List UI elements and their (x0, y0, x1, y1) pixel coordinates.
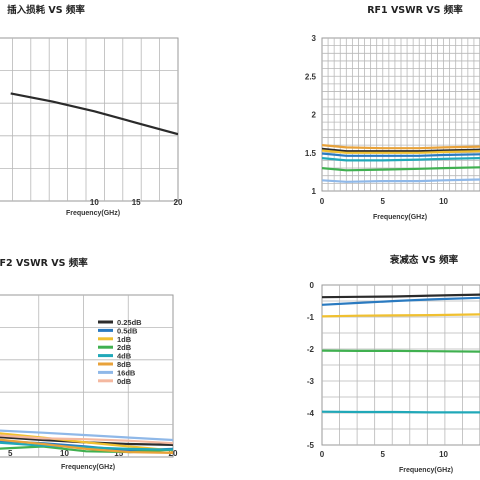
x-axis-label: Frequency(GHz) (399, 467, 453, 474)
x-axis-label: Frequency(GHz) (61, 464, 115, 471)
chart-title: RF2 VSWR VS 频率 (0, 257, 88, 269)
y-tick-label: 3 (312, 34, 317, 43)
chart-title: RF1 VSWR VS 频率 (367, 4, 463, 16)
legend-label: 2dB (117, 343, 132, 352)
y-tick-label: 0 (310, 281, 315, 290)
legend-label: 0.25dB (117, 318, 142, 327)
y-tick-label: 2.5 (305, 72, 317, 81)
chart-title: 衰减态 VS 频率 (389, 254, 459, 266)
y-tick-label: -5 (307, 441, 315, 450)
chart-title: 插入损耗 VS 频率 (7, 4, 85, 16)
series-line-7 (322, 178, 480, 183)
y-tick-label: 1.5 (305, 149, 317, 158)
x-tick-label: 10 (60, 449, 69, 458)
y-tick-label: -2 (307, 345, 315, 354)
y-tick-label: -1 (307, 313, 315, 322)
series-line-5 (322, 157, 480, 162)
x-tick-label: 5 (8, 449, 13, 458)
series-line-6 (322, 166, 480, 172)
x-tick-label: 0 (320, 197, 325, 206)
series-line-3 (322, 313, 480, 318)
series-line-4 (322, 349, 480, 353)
x-tick-label: 5 (381, 450, 386, 459)
legend-label: 0.5dB (117, 326, 138, 335)
y-tick-label: -4 (307, 409, 315, 418)
legend-label: 4dB (117, 352, 132, 361)
legend-label: 16dB (117, 368, 136, 377)
series-line-3 (0, 432, 173, 452)
x-tick-label: 10 (439, 450, 448, 459)
x-tick-label: 20 (174, 198, 183, 207)
series-line-5 (322, 410, 480, 414)
chart-panel-2: RF1 VSWR VS 频率 0 5 10 1 1.5 2 2.5 3 Frequency(GHz… (305, 4, 480, 221)
series-line-1 (322, 293, 480, 299)
x-tick-label: 15 (114, 449, 123, 458)
x-tick-label: 15 (132, 198, 141, 207)
series-line-8 (0, 434, 173, 445)
series-line-1 (10, 92, 178, 136)
series-line-5 (0, 441, 173, 451)
x-axis-label: Frequency(GHz) (66, 210, 120, 217)
y-tick-label: -3 (307, 377, 315, 386)
series-line-2 (322, 147, 480, 153)
legend-label: 1dB (117, 335, 132, 344)
series-line-3 (322, 149, 480, 154)
series-line-2 (322, 296, 480, 306)
x-tick-label: 0 (320, 450, 325, 459)
chart-panel-1: 插入损耗 VS 频率 10 15 20 Frequency(GHz) (0, 4, 183, 217)
series-line-1 (322, 144, 480, 150)
y-tick-label: 2 (312, 111, 317, 120)
chart-panel-3: RF2 VSWR VS 频率 5 10 15 20 Frequency(GHz) 0.25d… (0, 257, 178, 471)
x-tick-label: 5 (381, 197, 386, 206)
plot-area (0, 294, 174, 458)
x-tick-label: 10 (90, 198, 99, 207)
series-line-4 (322, 152, 480, 157)
series-line-7 (0, 429, 173, 442)
x-axis-label: Frequency(GHz) (373, 214, 427, 221)
plot-area (0, 37, 179, 202)
series-line-6 (0, 438, 173, 454)
y-tick-label: 1 (312, 187, 317, 196)
x-tick-label: 20 (169, 449, 178, 458)
x-tick-label: 10 (439, 197, 448, 206)
chart-panel-4: 衰减态 VS 频率 0 5 10 0 -1 -2 -3 -4 -5 Frequency(GHz) (307, 254, 480, 474)
legend-label: 0dB (117, 377, 132, 386)
legend-label: 8dB (117, 360, 132, 369)
